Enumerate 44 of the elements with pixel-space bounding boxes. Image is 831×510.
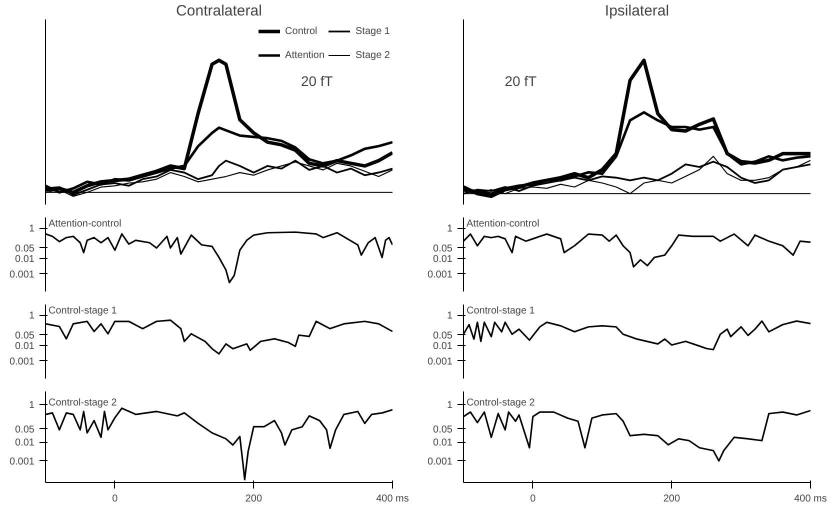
y-tick-label: 0.01: [15, 341, 35, 352]
y-tick-label: 1: [446, 310, 453, 322]
legend-label: Stage 2: [356, 50, 390, 60]
chart-title: Control-stage 1: [48, 306, 118, 316]
y-tick-label: 0.01: [433, 341, 453, 352]
chart-title: Ipsilateral: [604, 2, 670, 20]
chart-title: Control-stage 1: [466, 306, 536, 316]
chart-title: Contralateral: [176, 2, 262, 20]
y-tick-label: 0.05: [433, 424, 453, 436]
y-tick-label: 0.05: [15, 243, 35, 254]
annotation: 20 fT: [504, 73, 538, 89]
legend-label: Stage 1: [356, 26, 390, 36]
x-tick-label: 400 ms: [376, 494, 409, 504]
y-tick-label: 1: [28, 224, 35, 235]
x-tick-label: 0: [112, 494, 118, 504]
y-tick-label: 0.01: [15, 438, 35, 449]
x-tick-label: 400 ms: [794, 494, 827, 504]
y-tick-label: 1: [28, 310, 35, 322]
x-tick-label: 0: [530, 494, 536, 504]
y-tick-label: 0.001: [427, 269, 453, 280]
y-tick-label: 0.05: [433, 243, 453, 254]
y-tick-label: 0.001: [9, 356, 35, 368]
y-tick-label: 1: [446, 400, 453, 412]
y-tick-label: 0.001: [9, 269, 35, 280]
y-tick-label: 0.01: [433, 438, 453, 449]
y-tick-label: 0.05: [15, 424, 35, 436]
x-tick-label: 200: [245, 494, 262, 504]
text: Control-stage 2: [466, 398, 536, 408]
y-tick-label: 1: [446, 224, 453, 235]
legend-label: Attention: [285, 50, 325, 60]
y-tick-label: 0.001: [427, 456, 453, 468]
chart-title: Attention-control: [48, 218, 122, 230]
y-tick-label: 0.01: [433, 254, 453, 266]
y-tick-label: 0.001: [9, 456, 35, 468]
annotation: 20 fT: [300, 73, 334, 89]
y-tick-label: 0.01: [15, 254, 35, 266]
chart-title: Attention-control: [466, 218, 540, 230]
legend-label: Control: [285, 26, 318, 36]
y-tick-label: 0.05: [15, 330, 35, 342]
x-tick-label: 200: [663, 494, 680, 504]
text: Control-stage 2: [48, 398, 118, 408]
y-tick-label: 1: [28, 400, 35, 412]
y-tick-label: 0.05: [433, 330, 453, 342]
y-tick-label: 0.001: [427, 356, 453, 368]
